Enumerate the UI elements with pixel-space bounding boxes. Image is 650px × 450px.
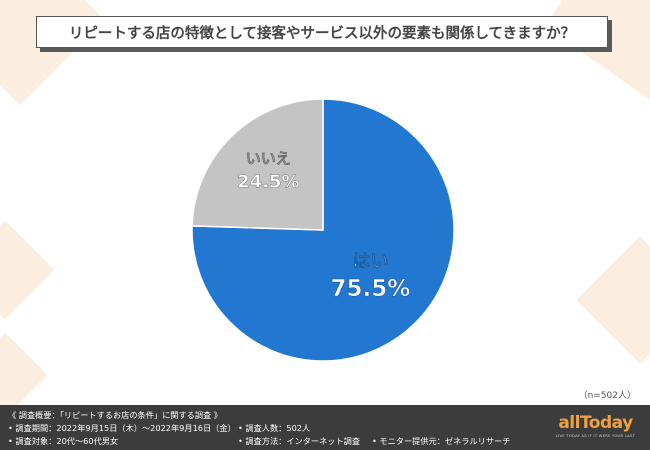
survey-footer: 《 調査概要：「リピートするお店の条件」に関する調査 》 • 調査期間：2022…: [0, 405, 650, 450]
logo-tagline: LIVE TODAY AS IF IT WERE YOUR LAST: [555, 433, 636, 438]
survey-title: 《 調査概要：「リピートするお店の条件」に関する調査 》: [8, 410, 222, 420]
slice-label-1: いいえ: [246, 150, 291, 168]
survey-provider: • モニター提供元：ゼネラルリサーチ: [372, 436, 511, 446]
sample-size-note: （n=502人）: [578, 391, 636, 401]
pie-slice-1: [191, 98, 324, 231]
slice-label-0: はい: [352, 251, 388, 272]
slice-value-0: 75.5%: [331, 276, 411, 302]
alltoday-logo[interactable]: allToday LIVE TODAY AS IF IT WERE YOUR L…: [548, 413, 643, 438]
slice-value-1: 24.5%: [237, 172, 299, 193]
survey-method: • 調査方法：インターネット調査: [238, 436, 361, 446]
pie-chart: はい 75.5% いいえ 24.5%: [191, 98, 455, 362]
survey-people: • 調査人数：502人: [238, 423, 311, 433]
chart-title-banner: リピートする店の特徴として接客やサービス以外の要素も関係してきますか？: [36, 16, 614, 54]
logo-text: allToday: [558, 413, 633, 433]
chart-title: リピートする店の特徴として接客やサービス以外の要素も関係してきますか？: [36, 16, 608, 48]
survey-period: • 調査期間：2022年9月15日（木）～2022年9月16日（金）: [8, 423, 236, 433]
survey-target: • 調査対象：20代～60代男女: [8, 436, 119, 446]
